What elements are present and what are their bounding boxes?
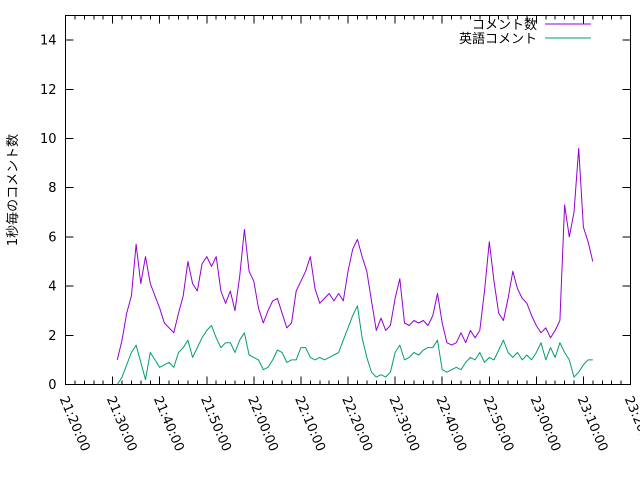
- y-tick-label: 12: [40, 83, 57, 98]
- legend-label-0: コメント数: [472, 18, 537, 33]
- y-tick-label: 6: [48, 230, 56, 245]
- series-line-0: [116, 147, 594, 361]
- y-tick-label: 10: [40, 132, 57, 147]
- series-line-1: [116, 305, 593, 385]
- y-tick-label: 0: [48, 378, 56, 393]
- y-tick-label: 4: [48, 280, 56, 295]
- legend-label-1: 英語コメント: [459, 31, 537, 47]
- y-tick-label: 14: [40, 34, 57, 49]
- y-tick-label: 8: [48, 181, 56, 196]
- y-axis-title: 1秒毎のコメント数: [5, 134, 21, 246]
- y-tick-label: 2: [48, 329, 56, 344]
